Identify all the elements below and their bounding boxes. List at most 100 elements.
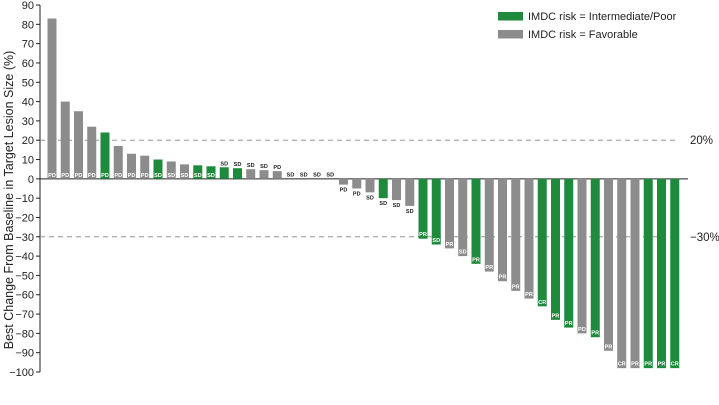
bar xyxy=(431,178,441,245)
bar xyxy=(445,178,454,249)
bar xyxy=(193,165,203,179)
bar xyxy=(643,178,653,369)
bar-label: SD xyxy=(154,173,162,179)
y-tick-label: 80 xyxy=(22,19,34,31)
bar xyxy=(60,101,70,179)
bar xyxy=(590,178,600,338)
bar-label: PD xyxy=(578,327,586,333)
bar-label: PR xyxy=(591,331,599,337)
bar-label: PD xyxy=(353,192,361,198)
y-tick-label: 60 xyxy=(22,58,34,70)
bar-label: SD xyxy=(207,173,215,179)
bar-label: SD xyxy=(167,173,175,179)
y-tick-label: −50 xyxy=(15,270,34,282)
bar xyxy=(498,178,507,282)
bar-label: PD xyxy=(273,165,281,171)
bar-label: SD xyxy=(287,172,295,178)
bar-label: CR xyxy=(671,362,679,368)
y-tick-label: 10 xyxy=(22,155,34,167)
bar xyxy=(100,132,110,179)
bar-label: PR xyxy=(485,265,493,271)
bar-label: SD xyxy=(432,238,440,244)
bar-label: CR xyxy=(618,362,626,368)
bar-label: PR xyxy=(644,362,652,368)
bar xyxy=(259,170,269,179)
bar-label: PD xyxy=(141,173,149,179)
y-tick-label: −90 xyxy=(15,348,34,360)
y-tick-label: 90 xyxy=(22,0,34,12)
bar xyxy=(272,171,282,179)
bar-label: PR xyxy=(446,242,454,248)
bar xyxy=(458,178,468,257)
y-tick-label: −40 xyxy=(15,251,34,263)
bar xyxy=(630,178,640,369)
bar-label: SD xyxy=(300,172,308,178)
bar-label: PR xyxy=(512,284,520,290)
bar-label: SD xyxy=(366,195,374,201)
bar-label: PD xyxy=(61,173,69,179)
bar xyxy=(484,178,494,272)
bar xyxy=(87,126,97,179)
bar-label: PD xyxy=(128,173,136,179)
legend: IMDC risk = Intermediate/Poor IMDC risk … xyxy=(498,11,677,41)
bar xyxy=(219,167,229,179)
bar-label: PD xyxy=(75,173,83,179)
bar-label: PR xyxy=(472,257,480,263)
bar-label: PR xyxy=(565,321,573,327)
bar-label: PR xyxy=(605,344,613,350)
y-axis-label: Best Change From Baseline in Target Lesi… xyxy=(2,51,16,350)
bar xyxy=(657,178,666,369)
bar xyxy=(564,178,574,328)
y-tick-label: −60 xyxy=(15,290,34,302)
y-tick-label: 40 xyxy=(22,97,34,109)
bar-label: PR xyxy=(552,313,560,319)
y-axis-title: Best Change From Baseline in Target Lesi… xyxy=(2,51,16,350)
bar xyxy=(153,159,163,179)
y-tick-label: −10 xyxy=(15,193,34,205)
legend-label-favorable: IMDC risk = Favorable xyxy=(528,29,638,41)
bar xyxy=(246,169,256,179)
y-tick-label: 50 xyxy=(22,77,34,89)
bar-label: SD xyxy=(181,173,189,179)
bar xyxy=(113,146,123,179)
bar-label: SD xyxy=(260,164,268,170)
plot-area: 90 80 70 60 50 40 30 20 10 0 −10 −20 −30 −40 −50 −60 −70… xyxy=(9,0,719,379)
bar-label: PR xyxy=(419,232,427,238)
bar-label: PR xyxy=(631,362,639,368)
bar-label: PR xyxy=(658,362,666,368)
y-tick-label: 0 xyxy=(28,174,34,186)
bar-label: SD xyxy=(459,250,467,256)
bar xyxy=(127,153,136,179)
y-tick-label: −100 xyxy=(9,367,34,379)
bar-label: SD xyxy=(406,209,414,215)
bar-label: SD xyxy=(379,201,387,207)
bar-label: PD xyxy=(88,173,96,179)
bar xyxy=(166,161,176,179)
bar xyxy=(392,178,401,201)
bar-label: SD xyxy=(313,172,321,178)
legend-swatch-favorable xyxy=(498,30,523,39)
bar-label: SD xyxy=(247,163,255,169)
bar xyxy=(418,178,428,239)
bar xyxy=(233,168,242,179)
bar xyxy=(471,178,481,264)
bar-label: PD xyxy=(101,173,109,179)
bar xyxy=(670,178,680,369)
bar-label: SD xyxy=(393,203,401,209)
bar-label: PD xyxy=(114,173,122,179)
bar xyxy=(617,178,627,369)
y-tick-label: −30 xyxy=(15,232,34,244)
bar xyxy=(405,178,415,206)
reference-line-label: 20% xyxy=(690,135,713,147)
bar-label: SD xyxy=(326,172,334,178)
y-tick-label: −20 xyxy=(15,212,34,224)
bar xyxy=(206,166,216,179)
y-tick-label: −80 xyxy=(15,328,34,340)
reference-line-label: −30% xyxy=(690,232,719,244)
legend-swatch-intermediate-poor xyxy=(498,12,523,21)
bar-label: PD xyxy=(340,188,348,194)
bar-label: PD xyxy=(48,173,56,179)
bar-label: SD xyxy=(234,162,242,168)
y-tick-label: 70 xyxy=(22,39,34,51)
